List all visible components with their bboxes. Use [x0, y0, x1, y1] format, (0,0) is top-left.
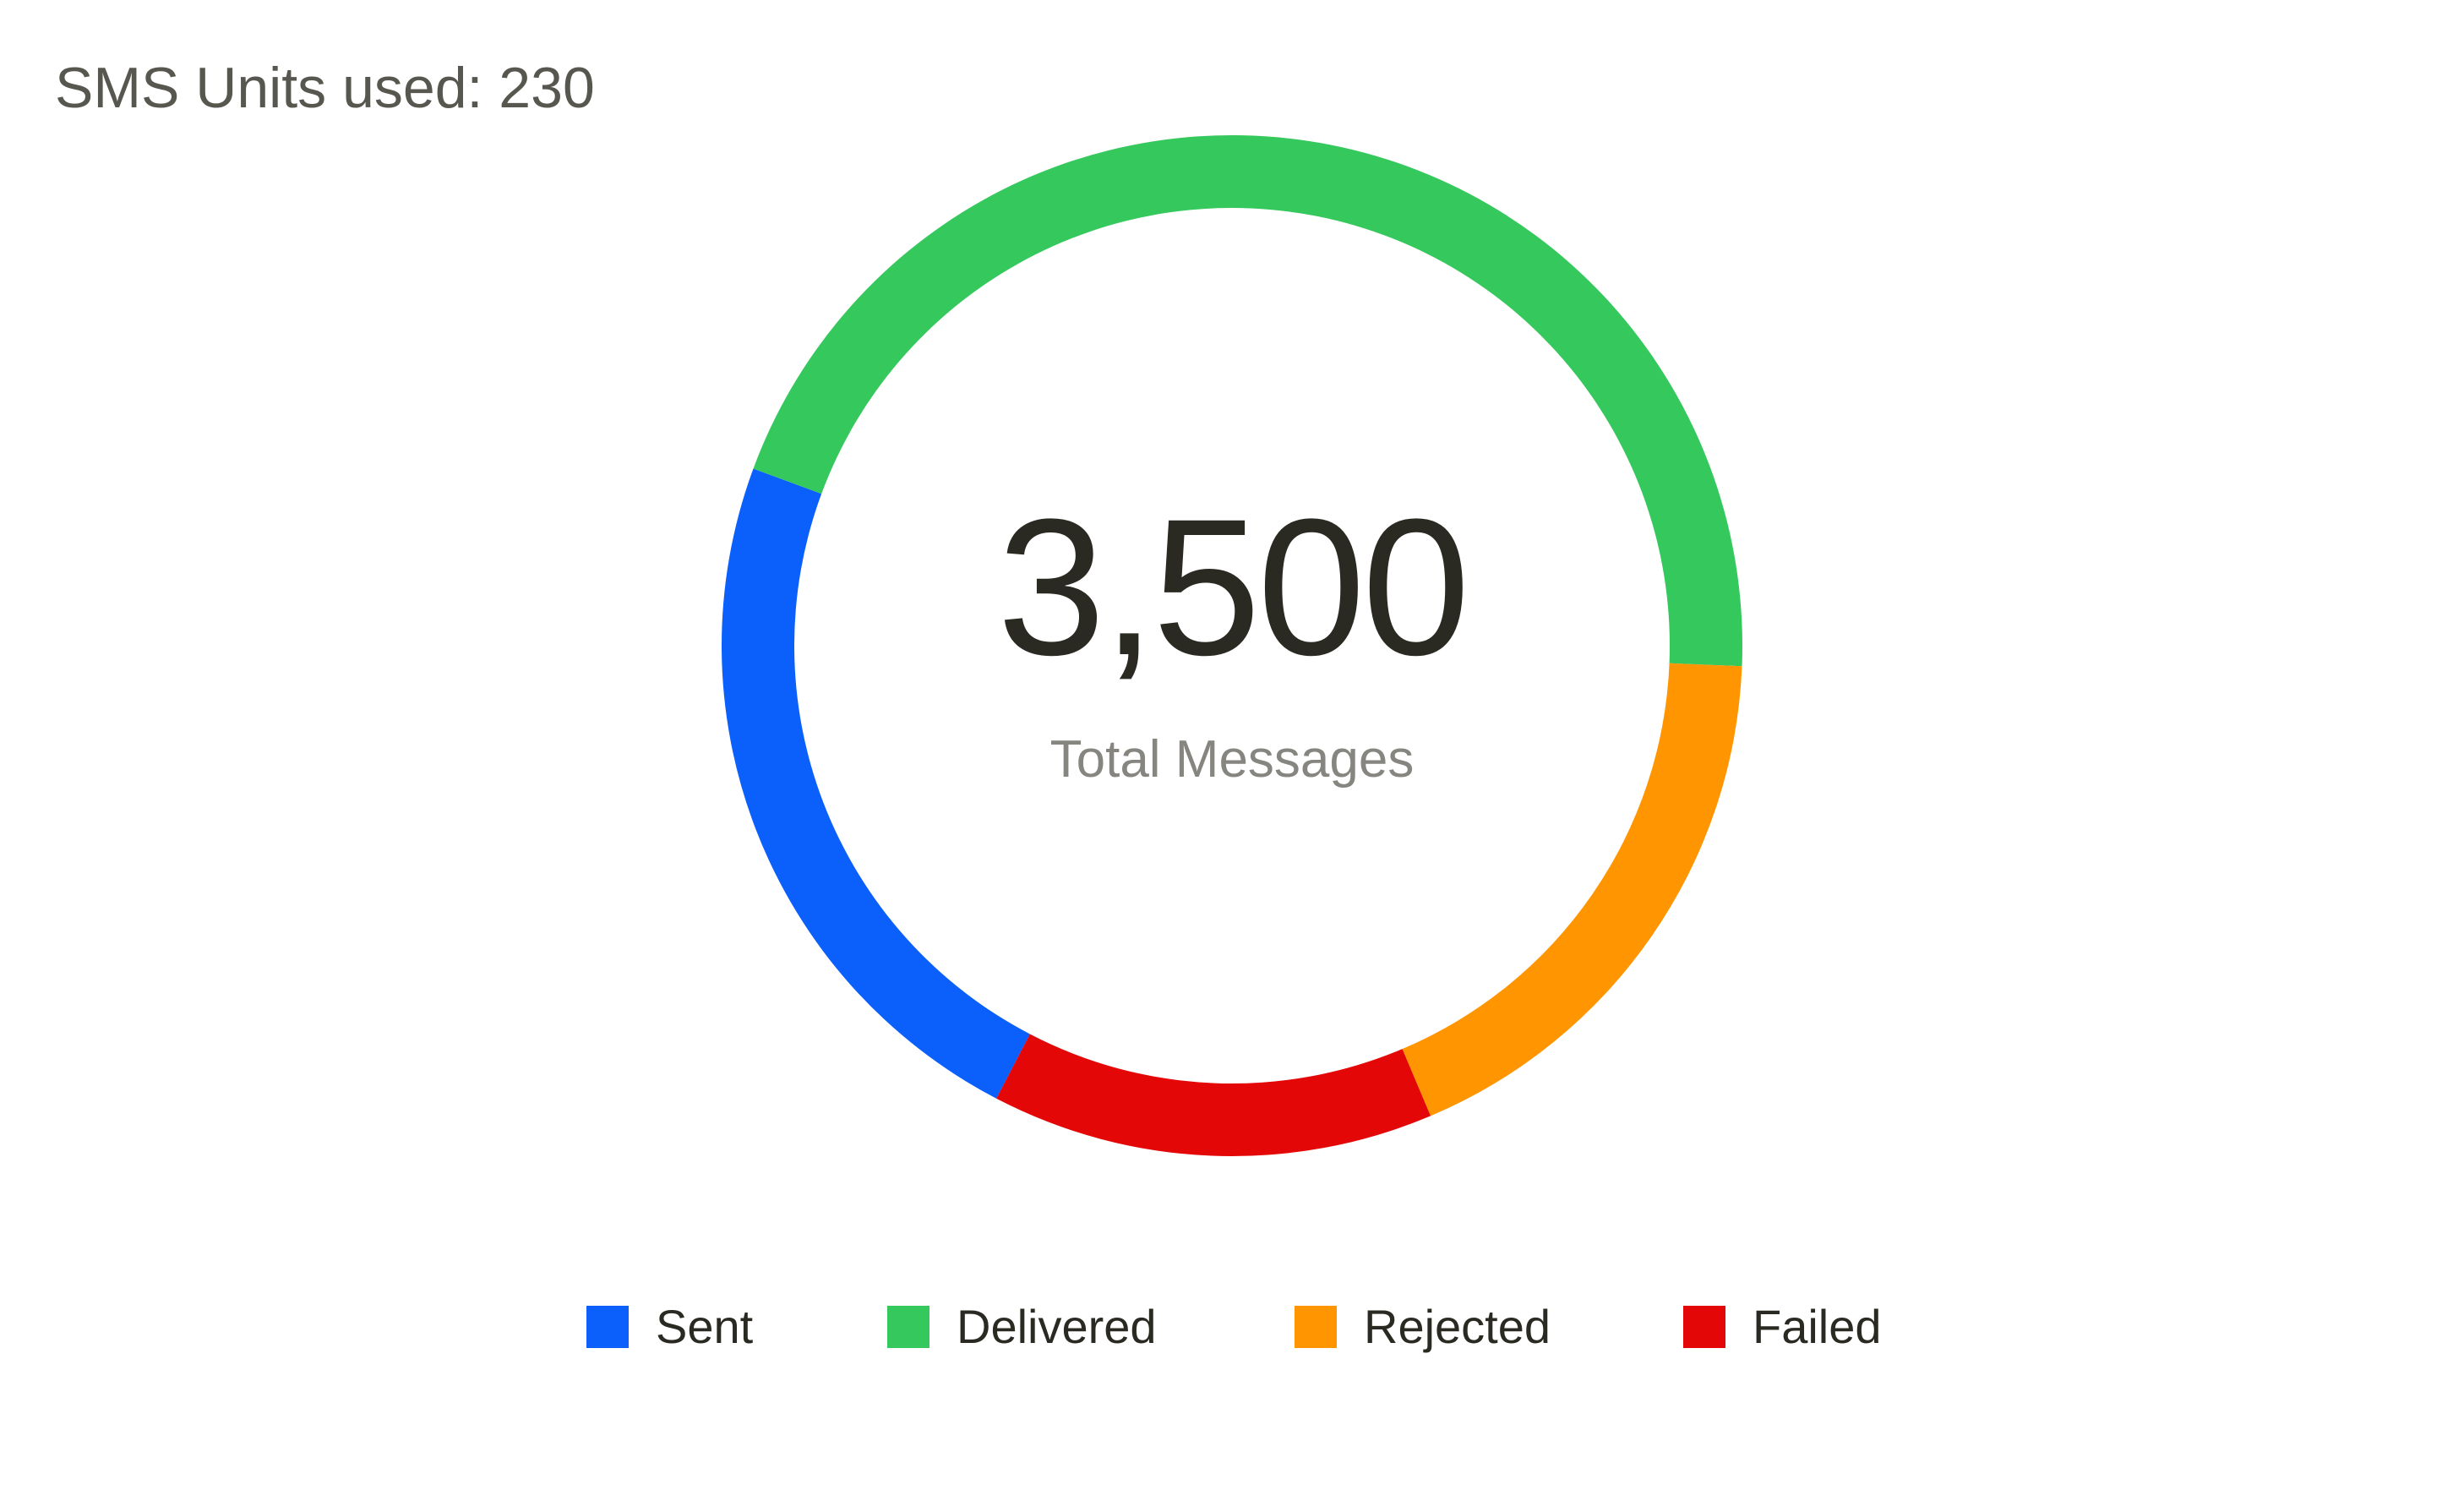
total-messages-value: 3,500: [997, 478, 1470, 696]
legend-item-failed[interactable]: Failed: [1683, 1302, 1882, 1352]
donut-segments: [721, 134, 1742, 1156]
legend-swatch-rejected: [1295, 1306, 1337, 1348]
donut-slice-delivered[interactable]: [753, 134, 1742, 667]
legend-swatch-delivered: [887, 1306, 929, 1348]
legend-item-sent[interactable]: Sent: [586, 1302, 753, 1352]
legend-item-rejected[interactable]: Rejected: [1295, 1302, 1551, 1352]
total-messages-label: Total Messages: [1049, 730, 1415, 789]
donut-slice-failed[interactable]: [996, 1034, 1431, 1156]
donut-slice-rejected[interactable]: [1402, 663, 1742, 1116]
sms-units-used: SMS Units used: 230: [55, 56, 595, 120]
donut-slice-sent[interactable]: [721, 468, 1030, 1099]
chart-legend: Sent Delivered Rejected Failed: [0, 1302, 2464, 1352]
legend-swatch-failed: [1683, 1306, 1725, 1348]
legend-swatch-sent: [586, 1306, 629, 1348]
legend-label-sent: Sent: [656, 1300, 754, 1353]
legend-label-rejected: Rejected: [1364, 1300, 1551, 1353]
legend-item-delivered[interactable]: Delivered: [887, 1302, 1157, 1352]
legend-label-delivered: Delivered: [957, 1300, 1157, 1353]
legend-label-failed: Failed: [1753, 1300, 1882, 1353]
